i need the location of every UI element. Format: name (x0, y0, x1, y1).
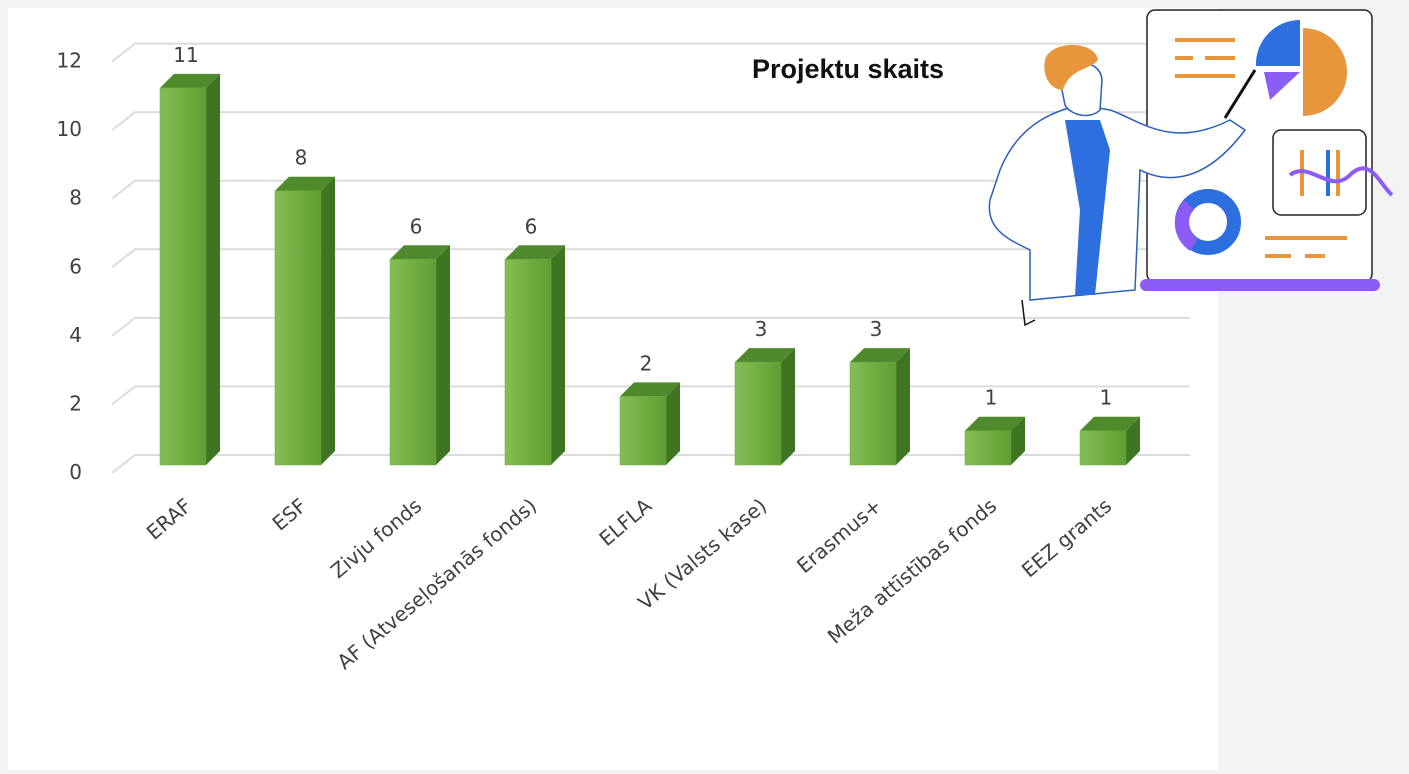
bar-face (735, 348, 795, 363)
bar-face (965, 416, 1025, 431)
data-label: 8 (295, 146, 308, 170)
bar (1079, 416, 1140, 466)
bar-face (734, 361, 782, 466)
data-label: 6 (410, 214, 423, 238)
bar (734, 348, 795, 466)
y-tick-label: 12 (57, 49, 82, 73)
grid-line (111, 248, 1190, 269)
bar-face (390, 245, 450, 260)
bar-face (206, 73, 220, 465)
bar-face (159, 87, 207, 466)
illustration (988, 9, 1394, 327)
bar (849, 348, 910, 466)
grid-line (111, 111, 1190, 131)
y-tick-label: 2 (69, 391, 82, 415)
bar-face (1011, 416, 1025, 465)
data-label: 1 (1100, 386, 1113, 410)
grid-line (111, 42, 1190, 63)
bar (964, 416, 1025, 466)
bar-face (321, 176, 335, 465)
bar-face (781, 348, 795, 465)
bar-face (849, 361, 897, 466)
y-tick-label: 4 (69, 323, 82, 347)
bar-face (275, 176, 335, 191)
bar-face (505, 245, 565, 260)
bar-face (896, 348, 910, 465)
grid-line (111, 454, 1190, 474)
grid-line (111, 316, 1190, 337)
bar-face (1126, 416, 1140, 465)
chart-title: Projektu skaits (752, 54, 944, 84)
grid-line (111, 385, 1190, 406)
bar (274, 176, 335, 466)
bar-face (964, 430, 1012, 466)
grid-line (111, 179, 1190, 200)
bar-face (620, 382, 680, 397)
bar-face (666, 382, 680, 465)
data-label: 3 (870, 317, 883, 341)
data-label: 1 (985, 386, 998, 410)
y-tick-label: 6 (69, 254, 82, 278)
bar-face (160, 73, 220, 88)
data-label: 6 (525, 214, 538, 238)
bar (159, 73, 220, 466)
y-tick-label: 0 (69, 460, 82, 484)
y-tick-label: 10 (57, 117, 82, 141)
data-label: 2 (640, 351, 653, 375)
bar (389, 245, 450, 466)
bar-face (1080, 416, 1140, 431)
bar-face (504, 259, 552, 466)
bar (504, 245, 565, 466)
bar-face (274, 190, 322, 466)
bar-face (436, 245, 450, 465)
bar (619, 382, 680, 466)
y-tick-label: 8 (69, 186, 82, 210)
bar-face (551, 245, 565, 465)
bar-face (850, 348, 910, 363)
data-label: 11 (173, 43, 198, 67)
bar-face (619, 396, 667, 466)
bar-face (1079, 430, 1127, 466)
data-label: 3 (755, 317, 768, 341)
bar-face (389, 259, 437, 466)
